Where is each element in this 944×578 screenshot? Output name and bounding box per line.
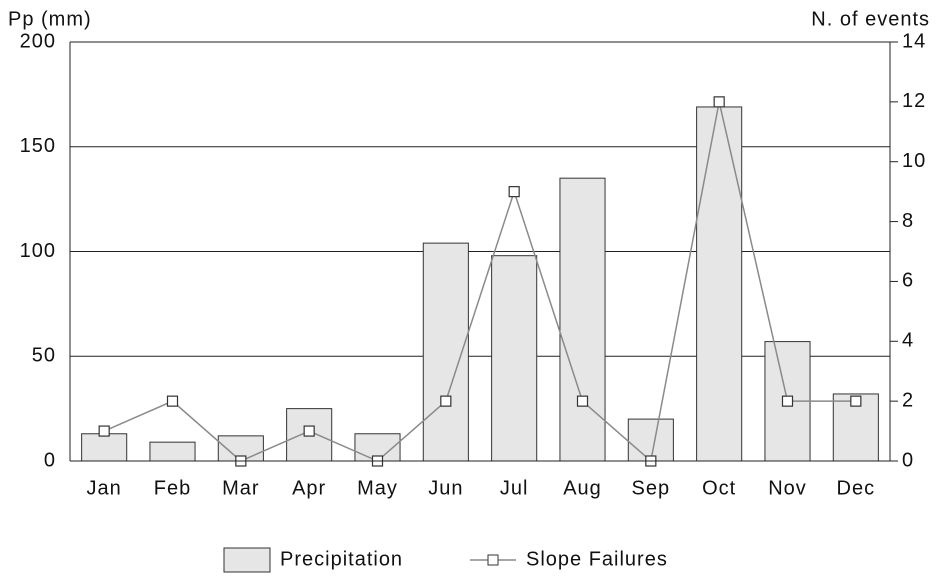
y2-tick-label: 10	[902, 150, 926, 172]
marker	[781, 395, 794, 407]
y2-tick-label: 8	[902, 210, 914, 232]
x-tick-label: Mar	[222, 477, 259, 499]
x-tick-label: Jan	[87, 477, 122, 499]
x-tick-label: Feb	[154, 477, 191, 499]
y-tick-label: 50	[32, 345, 56, 367]
marker	[713, 96, 725, 108]
bar	[627, 418, 674, 462]
y-tick-label: 150	[20, 135, 56, 157]
y2-axis-label: N. of events	[811, 8, 930, 30]
y-tick-label: 200	[20, 30, 56, 52]
y-tick-label: 0	[44, 449, 56, 471]
bar	[559, 177, 606, 462]
line	[103, 101, 856, 463]
y2-tick-label: 4	[902, 330, 914, 352]
x-tick-label: May	[357, 477, 398, 499]
marker	[508, 186, 520, 198]
marker	[166, 395, 179, 407]
x-tick-label: Sep	[632, 477, 671, 499]
x-tick-label: Nov	[768, 477, 807, 499]
x-tick-label: Aug	[563, 477, 602, 499]
y2-tick-label: 0	[902, 449, 914, 471]
marker	[303, 425, 315, 437]
x-tick-label: Dec	[837, 477, 876, 499]
y-tick-label: 100	[20, 240, 56, 262]
bar	[81, 433, 128, 462]
marker	[850, 395, 862, 407]
x-tick-label: Jul	[500, 477, 529, 499]
marker	[576, 395, 589, 407]
bar	[696, 106, 743, 462]
legend-label: Slope Failures	[526, 548, 668, 570]
legend-swatch	[223, 547, 271, 573]
bar	[491, 255, 538, 462]
bar	[422, 242, 469, 462]
y-axis-label: Pp (mm)	[8, 8, 92, 30]
y2-tick-label: 6	[902, 270, 914, 292]
legend-label: Precipitation	[280, 548, 403, 570]
y2-tick-label: 12	[902, 90, 926, 112]
legend-marker	[487, 554, 499, 566]
x-tick-label: Jun	[428, 477, 463, 499]
marker	[440, 395, 452, 407]
x-tick-label: Oct	[702, 477, 736, 499]
y2-tick-label: 2	[902, 389, 914, 411]
y2-tick-label: 14	[902, 30, 926, 52]
bar	[149, 441, 196, 462]
marker	[98, 425, 110, 437]
x-tick-label: Apr	[292, 477, 326, 499]
